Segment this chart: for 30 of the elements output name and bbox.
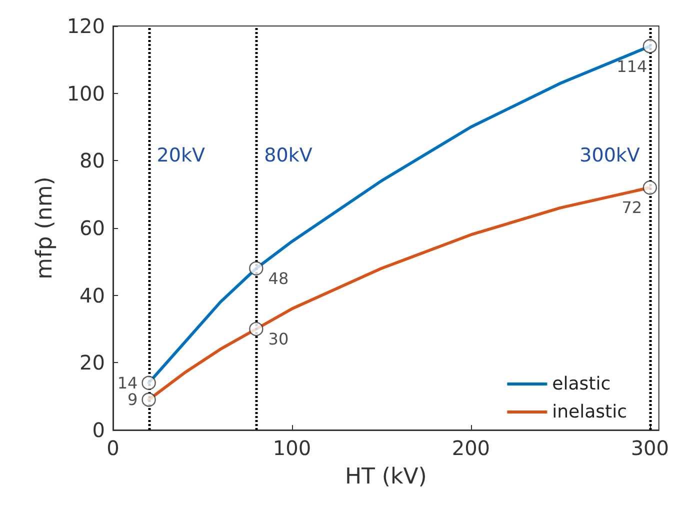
y-tick-label: 80 bbox=[80, 148, 105, 173]
y-tick-label: 120 bbox=[66, 14, 105, 38]
y-tick-label: 60 bbox=[80, 216, 105, 240]
x-tick-label: 100 bbox=[272, 436, 312, 460]
legend-label: inelastic bbox=[552, 402, 628, 422]
data-label: 72 bbox=[622, 198, 642, 218]
point bbox=[642, 39, 658, 54]
y-axis-title: mfp (nm) bbox=[32, 176, 58, 280]
x-tick-label: 200 bbox=[452, 436, 490, 460]
point bbox=[142, 392, 156, 407]
point bbox=[642, 180, 658, 195]
ref-line-label: 20kV bbox=[156, 144, 205, 166]
legend-label: elastic bbox=[552, 374, 611, 394]
y-tick-label: 20 bbox=[80, 350, 105, 375]
y-tick-label: 40 bbox=[80, 283, 105, 308]
x-tick-label: 300 bbox=[630, 436, 670, 460]
ref-line-label: 300kV bbox=[580, 144, 640, 166]
data-label: 14 bbox=[117, 373, 138, 392]
x-axis-title: HT (kV) bbox=[344, 464, 427, 490]
point bbox=[249, 261, 264, 276]
y-tick-label: 100 bbox=[66, 81, 105, 106]
data-label: 9 bbox=[128, 390, 138, 410]
ref-line-label: 80kV bbox=[264, 144, 312, 166]
point bbox=[249, 322, 264, 336]
data-label: 30 bbox=[268, 330, 289, 348]
point bbox=[142, 376, 156, 390]
data-label: 114 bbox=[616, 56, 648, 76]
y-tick-label: 0 bbox=[92, 418, 105, 442]
data-label: 48 bbox=[268, 268, 289, 288]
x-tick-label: 0 bbox=[106, 436, 120, 460]
